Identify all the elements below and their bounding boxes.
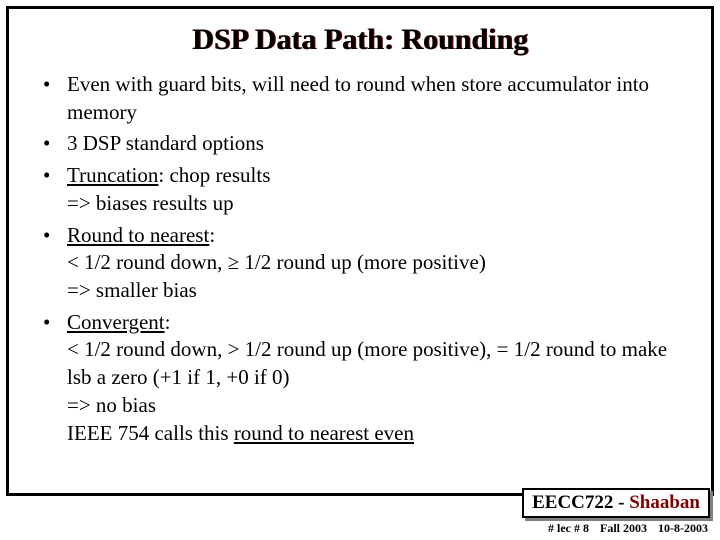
slide-frame: DSP Data Path: Rounding Even with guard … [6, 6, 714, 496]
bullet-under: Round to nearest [67, 223, 209, 247]
footer-date: 10-8-2003 [658, 521, 708, 535]
footer-author: Shaaban [629, 492, 700, 513]
footer-meta: # lec # 8 Fall 2003 10-8-2003 [540, 521, 708, 536]
list-item: Round to nearest: < 1/2 round down, ≥ 1/… [43, 222, 683, 305]
list-item: Truncation: chop results => biases resul… [43, 162, 683, 217]
bullet-under: Truncation [67, 163, 158, 187]
footer-term: Fall 2003 [600, 521, 647, 535]
footer-course: EECC722 [532, 492, 613, 513]
list-item: Even with guard bits, will need to round… [43, 71, 683, 126]
bullet-list: Even with guard bits, will need to round… [37, 71, 683, 447]
footer-badge: EECC722 - Shaaban [522, 488, 710, 518]
slide-title: DSP Data Path: Rounding [37, 23, 683, 57]
list-item: 3 DSP standard options [43, 130, 683, 158]
bullet-text: Even with guard bits, will need to round… [67, 72, 649, 124]
bullet-under: Convergent [67, 310, 165, 334]
footer-lec: # lec # 8 [548, 521, 589, 535]
bullet-tail-under: round to nearest even [234, 421, 414, 445]
footer-sep: - [613, 492, 629, 513]
bullet-text: 3 DSP standard options [67, 131, 264, 155]
list-item: Convergent: < 1/2 round down, > 1/2 roun… [43, 309, 683, 448]
